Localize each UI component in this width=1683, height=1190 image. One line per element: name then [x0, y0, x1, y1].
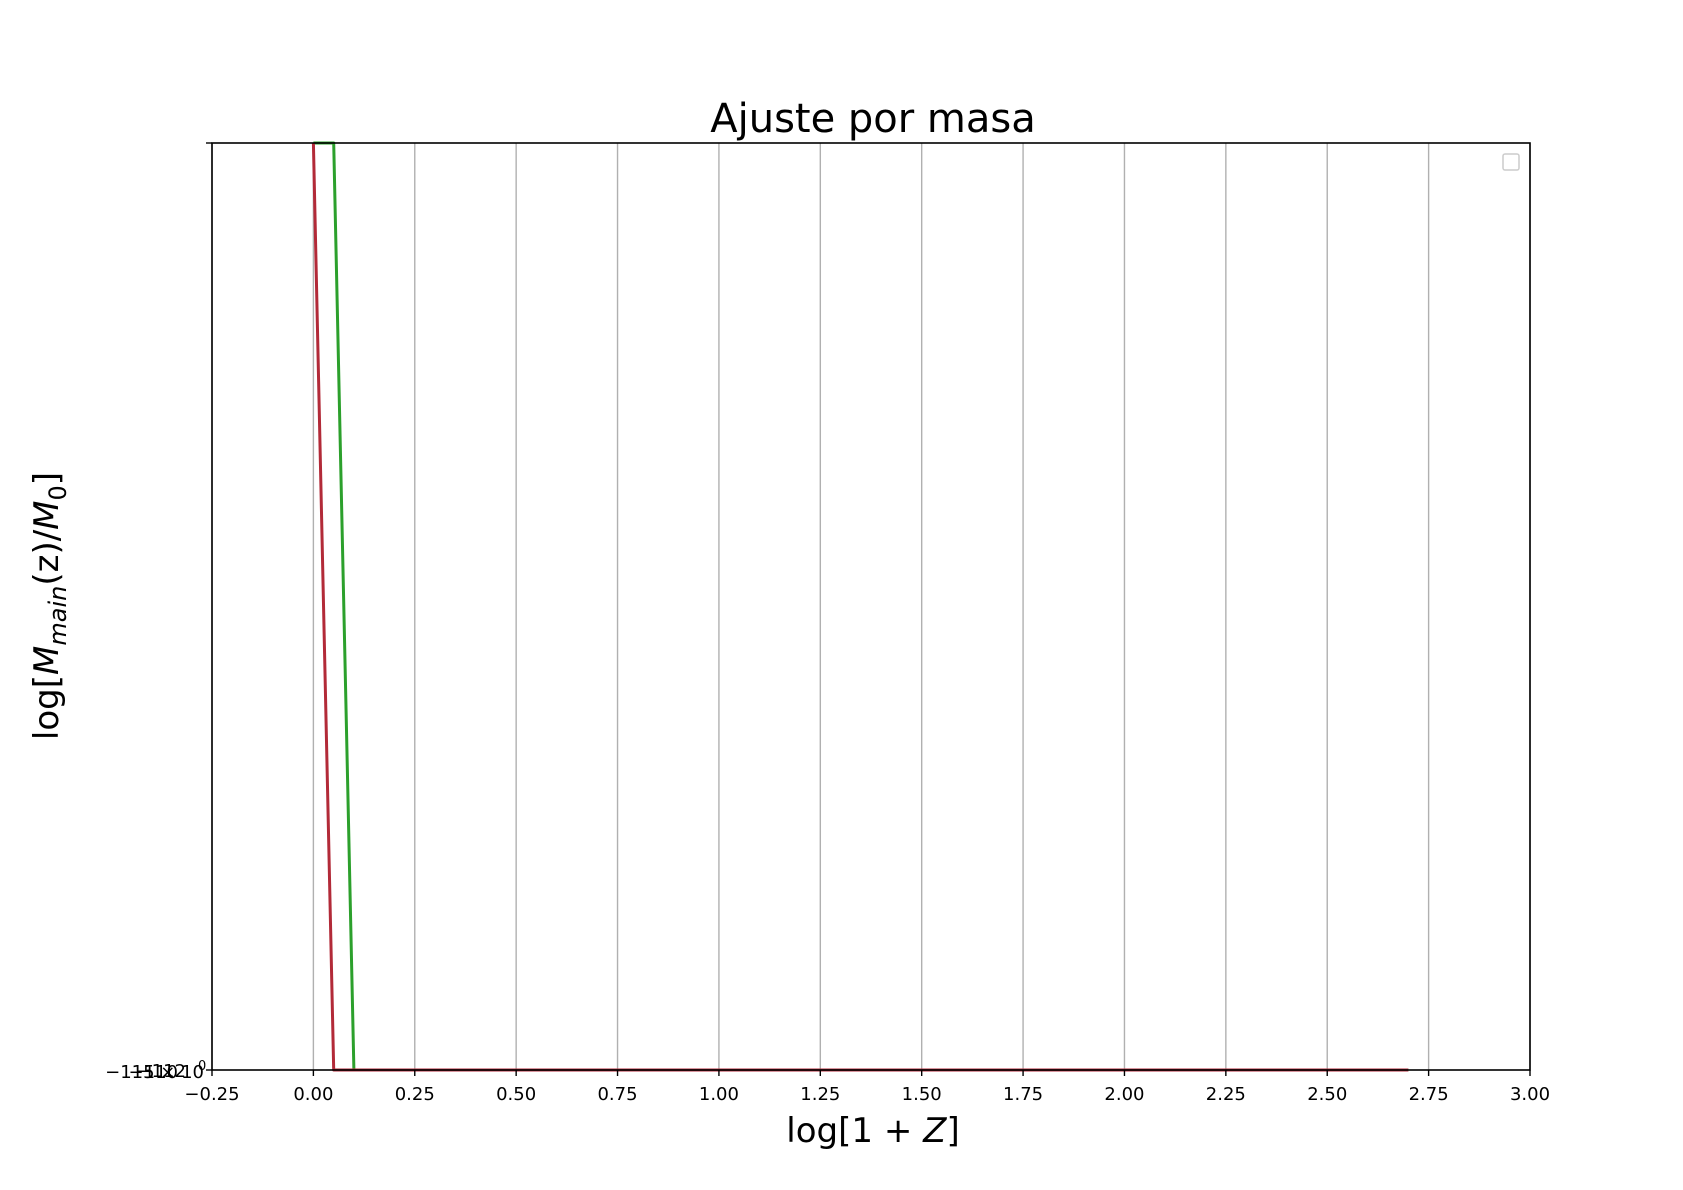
y-axis-label-prefix: log[ [27, 675, 67, 740]
y-ticks: −115 × 10−112−110 0 [105, 142, 212, 1083]
plot-area: −0.25 0.00 0.25 0.50 0.75 1.00 1.25 1.50 1.75 2.0… [105, 141, 1550, 1105]
y-tick-label-exponent: 0 [198, 1059, 206, 1074]
y-axis-label-m0: M [27, 500, 67, 529]
x-tick-label: 1.25 [800, 1084, 840, 1105]
legend-box [1502, 153, 1520, 171]
y-axis-label-mid: (z)/ [27, 529, 67, 585]
x-axis-label-prefix: log[1 + [786, 1111, 923, 1151]
x-axis-label-suffix: ] [946, 1111, 959, 1151]
x-tick-label: 2.50 [1307, 1084, 1347, 1105]
y-axis-label-main: main [44, 586, 72, 646]
x-tick-label: 2.75 [1409, 1084, 1449, 1105]
x-tick-label: 0.25 [395, 1084, 435, 1105]
x-tick-label: 2.25 [1206, 1084, 1246, 1105]
x-tick-label: 0.75 [597, 1084, 637, 1105]
x-tick-label: 0.50 [496, 1084, 536, 1105]
x-tick-label: 0.00 [293, 1084, 333, 1105]
y-axis-label-zero: 0 [44, 485, 72, 500]
x-tick-label: 3.00 [1510, 1084, 1550, 1105]
y-axis-label: log[Mmain(z)/M0] [27, 472, 72, 740]
y-axis-label-m: M [27, 646, 67, 675]
x-tick-label: −0.25 [184, 1084, 239, 1105]
x-axis-label-z: Z [922, 1111, 947, 1151]
y-tick-label: −112 [137, 1061, 186, 1082]
chart-title: Ajuste por masa [710, 96, 1036, 142]
x-tick-label: 1.50 [902, 1084, 942, 1105]
y-tick-label: −110 [129, 1062, 178, 1083]
x-axis-label: log[1 + Z] [786, 1111, 959, 1151]
x-ticks: −0.25 0.00 0.25 0.50 0.75 1.00 1.25 1.50 1.75 2.0… [184, 1070, 1550, 1105]
y-tick-label: −115 × 10 [105, 1062, 204, 1083]
axes-frame [211, 142, 1531, 1071]
x-tick-label: 1.75 [1003, 1084, 1043, 1105]
x-tick-label: 1.00 [699, 1084, 739, 1105]
x-tick-label: 2.00 [1104, 1084, 1144, 1105]
y-axis-label-suffix: ] [27, 472, 67, 485]
